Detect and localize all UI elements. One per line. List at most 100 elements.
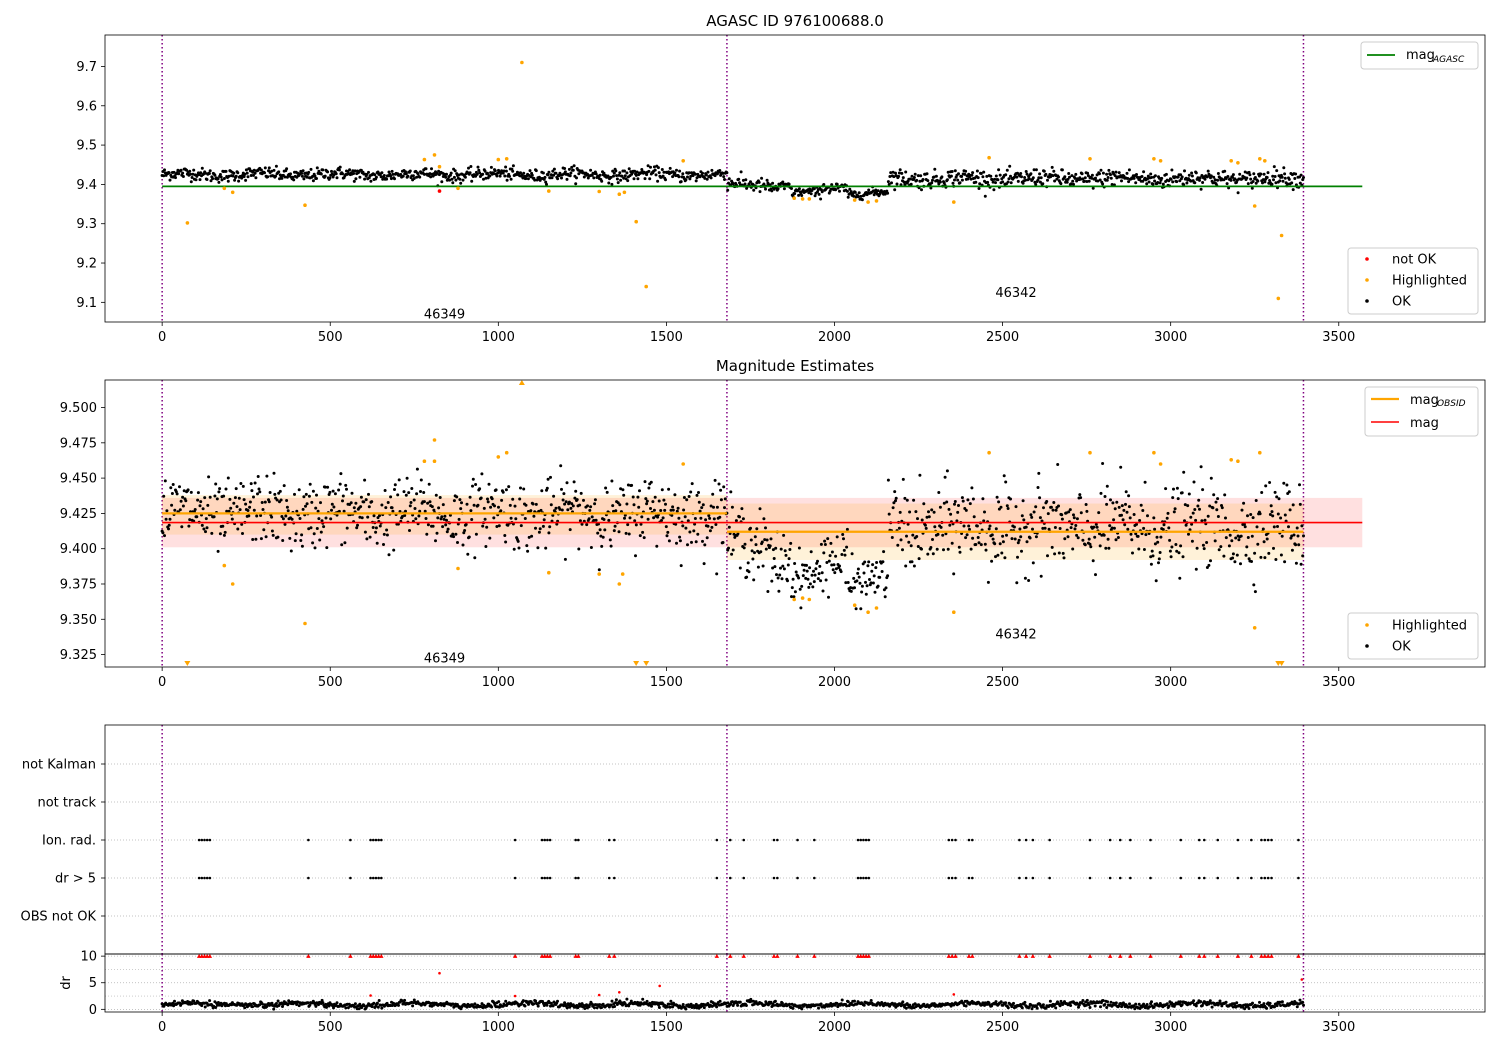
ok-point <box>1209 174 1213 178</box>
x-tick-label: 1500 <box>650 330 683 345</box>
ok-point <box>687 495 691 498</box>
dr-point <box>901 1000 905 1004</box>
ok-point <box>852 576 856 580</box>
ok-point <box>335 176 339 180</box>
dr-point <box>372 1001 376 1005</box>
y-tick-label: 9.2 <box>76 257 97 272</box>
ok-point <box>663 508 667 512</box>
ok-point <box>276 535 280 539</box>
ok-point <box>570 502 574 506</box>
ok-point <box>415 492 419 496</box>
ok-point <box>953 500 957 503</box>
ok-point <box>477 168 481 172</box>
ok-point <box>577 547 581 551</box>
flag-marker-ion-rad <box>513 838 517 842</box>
ok-point <box>505 178 509 182</box>
ok-point <box>649 165 652 169</box>
ok-point <box>783 549 787 553</box>
dr-point <box>650 1004 653 1008</box>
ok-point <box>994 174 998 178</box>
dr-point <box>344 1006 348 1010</box>
ok-point <box>1159 535 1163 539</box>
ok-point <box>762 182 766 186</box>
ok-point <box>270 529 274 533</box>
ok-point <box>1110 183 1114 186</box>
ok-point <box>746 561 750 565</box>
legend-mag-agasc-subscript: AGASC <box>1432 55 1465 65</box>
ok-point <box>362 500 366 504</box>
dr-point <box>357 1007 361 1011</box>
ok-point <box>563 167 567 170</box>
flag-marker-ion-rad <box>208 838 212 842</box>
ok-point <box>526 177 530 181</box>
ok-point <box>471 477 475 481</box>
dr-point <box>1077 1003 1081 1007</box>
y-tick-label: 10 <box>80 950 97 965</box>
highlighted-point <box>1279 233 1284 238</box>
ok-point <box>455 495 459 499</box>
ok-point <box>440 515 444 519</box>
ok-point <box>681 524 685 528</box>
ok-point <box>162 494 166 498</box>
ok-point <box>682 496 686 499</box>
ok-point <box>652 508 656 512</box>
ok-point <box>968 527 971 531</box>
ok-point <box>375 541 379 545</box>
ok-point <box>1091 559 1095 563</box>
ok-point <box>309 526 313 530</box>
ok-point <box>1274 181 1278 185</box>
ok-point <box>637 505 641 509</box>
ok-point <box>1272 525 1276 529</box>
ok-point <box>354 501 358 505</box>
flag-marker-ion-rad <box>205 838 209 842</box>
ok-point <box>1051 508 1055 512</box>
dr-capped-markers <box>196 954 1301 958</box>
ok-point <box>884 586 888 590</box>
flag-marker-dr-gt-5 <box>1236 876 1240 880</box>
ok-point <box>1153 174 1157 178</box>
ok-point <box>317 169 321 173</box>
ok-point <box>1018 527 1022 531</box>
ok-point <box>1181 555 1185 559</box>
ok-point <box>1001 180 1005 184</box>
ok-point <box>359 495 363 499</box>
ok-point <box>797 187 801 191</box>
ok-point <box>432 508 436 512</box>
ok-point <box>449 171 453 175</box>
ok-point <box>749 180 752 184</box>
ok-point <box>743 182 747 186</box>
ok-point <box>281 539 285 542</box>
flag-marker-dr-gt-5 <box>1263 876 1267 880</box>
ok-point <box>1166 511 1170 515</box>
dr-point <box>625 997 629 1001</box>
ok-point <box>419 478 423 482</box>
ok-point <box>1149 176 1153 179</box>
ok-point <box>226 179 230 183</box>
ok-point <box>1072 516 1076 520</box>
ok-point <box>771 181 775 185</box>
ok-point <box>612 171 616 175</box>
dr-point <box>295 1003 299 1006</box>
ok-point <box>302 177 306 181</box>
ok-point <box>210 531 214 535</box>
ok-point <box>1268 481 1272 484</box>
ok-point <box>1246 536 1250 539</box>
dr-outlier-point <box>658 984 661 988</box>
ok-point <box>1283 176 1287 180</box>
flag-marker-dr-gt-5 <box>1024 876 1028 880</box>
ok-point <box>931 178 934 182</box>
x-tick-label: 500 <box>318 675 343 690</box>
highlighted-point <box>681 462 685 466</box>
ok-point <box>976 536 980 539</box>
dr-capped-marker <box>714 954 720 958</box>
off-scale-markers <box>184 380 1285 666</box>
legend-marker <box>1365 623 1369 627</box>
ok-point <box>472 503 476 507</box>
ok-point <box>1067 172 1071 175</box>
ok-point <box>737 177 741 181</box>
ok-point <box>578 503 582 507</box>
ok-point <box>714 523 718 526</box>
ok-point <box>830 550 834 554</box>
ok-point <box>1099 491 1103 495</box>
